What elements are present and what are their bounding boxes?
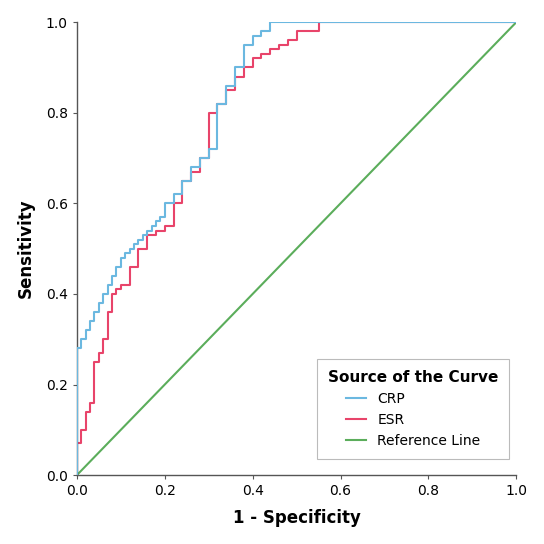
X-axis label: 1 - Specificity: 1 - Specificity [233,509,361,527]
Legend: CRP, ESR, Reference Line: CRP, ESR, Reference Line [317,359,509,459]
Y-axis label: Sensitivity: Sensitivity [17,199,35,299]
